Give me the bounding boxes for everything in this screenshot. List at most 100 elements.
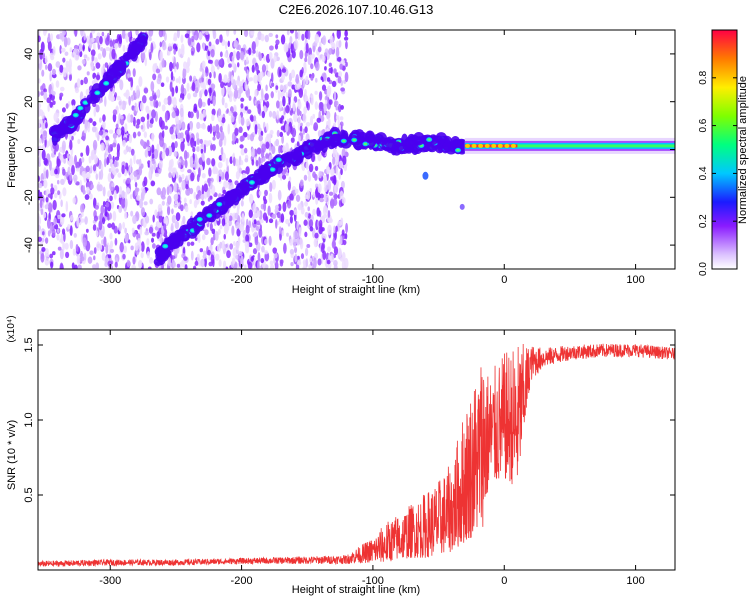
spectrogram-marks [38,30,675,269]
noise-blob [68,73,72,82]
noise-blob [98,184,103,192]
carrier-peak [464,144,518,148]
x-tick-label: 100 [626,274,644,286]
noise-blob [50,33,54,42]
noise-blob [59,45,62,54]
noise-blob [223,223,229,235]
noise-blob [180,84,185,95]
noise-blob [287,180,292,191]
noise-blob [158,160,164,169]
track-core [73,113,78,117]
x-tick-label: -100 [362,575,384,587]
noise-blob [271,82,275,87]
noise-blob [80,79,84,86]
noise-blob [304,247,309,257]
track-blob [263,164,271,171]
noise-blob [74,87,80,94]
noise-blob [116,149,120,159]
noise-blob [138,166,143,176]
noise-blob [233,104,237,112]
noise-blob [338,40,342,48]
noise-blob [139,198,144,209]
noise-blob [237,62,240,68]
noise-blob [105,244,109,255]
noise-blob [341,229,345,236]
noise-blob [245,118,251,127]
noise-blob [88,155,92,164]
noise-blob [340,105,345,110]
noise-blob [245,234,250,243]
track-blob [457,139,467,149]
noise-blob [286,200,292,209]
noise-blob [223,74,228,84]
noise-blob [146,119,150,130]
noise-blob [345,40,348,50]
noise-blob [47,32,51,43]
noise-blob [221,243,225,250]
noise-blob [244,106,248,111]
noise-blob [69,214,74,222]
noise-blob [303,106,308,115]
x-tick-label: 100 [626,575,644,587]
noise-blob [297,100,302,110]
noise-blob [191,51,194,56]
noise-blob [210,237,214,246]
noise-blob [38,107,42,117]
noise-blob [116,128,122,135]
noise-blob [307,174,312,182]
colorbar-tick-label: 0.6 [698,118,709,132]
noise-blob [196,42,201,53]
noise-blob [286,232,289,237]
track-blob [139,35,147,43]
noise-blob [227,123,231,135]
noise-blob [220,85,225,97]
noise-blob [65,103,69,109]
noise-blob [168,171,172,179]
noise-blob [144,231,150,236]
noise-blob [156,77,162,85]
noise-blob [299,237,303,247]
noise-blob [223,180,228,189]
track-core [427,138,431,141]
noise-blob [288,95,291,105]
noise-blob [199,123,203,129]
noise-blob [281,68,287,73]
noise-blob [257,103,261,115]
noise-blob [341,155,347,166]
noise-blob [150,42,154,53]
noise-blob [200,88,204,95]
noise-blob [243,66,248,71]
noise-blob [295,74,300,85]
track-core [163,245,168,248]
noise-blob [134,187,139,198]
noise-blob [59,64,64,73]
noise-blob [214,59,219,67]
noise-blob [200,148,204,154]
noise-blob [332,156,336,165]
noise-blob [177,162,182,169]
noise-blob [126,114,131,123]
noise-blob [228,215,233,222]
noise-blob [59,30,63,33]
noise-blob [279,100,283,109]
noise-blob [130,94,135,102]
noise-blob [160,82,165,88]
noise-blob [40,41,45,53]
noise-blob [304,211,309,218]
noise-blob [213,71,216,79]
noise-blob [276,211,281,219]
noise-blob [76,217,80,228]
noise-blob [132,116,136,127]
noise-blob [91,54,95,62]
noise-blob [84,119,89,129]
noise-blob [247,134,251,141]
noise-blob [50,183,54,188]
noise-blob [268,32,273,38]
noise-blob [122,221,126,230]
noise-blob [179,204,184,212]
noise-blob [173,36,178,42]
noise-blob [268,235,272,246]
noise-blob [96,241,101,251]
noise-blob [148,36,152,42]
noise-blob [41,69,45,77]
